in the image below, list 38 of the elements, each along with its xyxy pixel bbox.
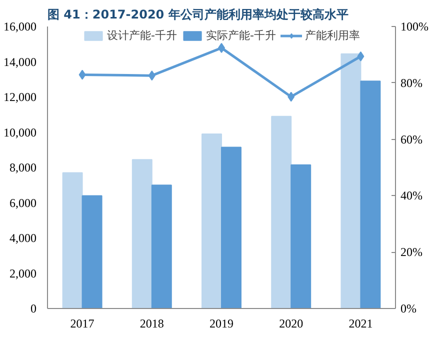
legend-label: 实际产能-千升 <box>206 28 276 43</box>
y-tick-label: 10,000 <box>4 125 36 140</box>
y2-tick-label: 60% <box>400 132 422 146</box>
chart-title: 图 41：2017-2020 年公司产能利用率均处于较高水平 <box>48 8 348 22</box>
legend-label: 产能利用率 <box>304 28 360 43</box>
point <box>288 92 295 102</box>
y-tick-label: 0 <box>30 302 36 316</box>
bar <box>221 146 242 308</box>
y-tick-label: 2,000 <box>10 266 36 280</box>
y-tick-label: 8,000 <box>10 160 36 174</box>
bar <box>290 164 312 308</box>
x-tick-label: 2021 <box>348 316 373 330</box>
y-tick-label: 12,000 <box>4 90 36 104</box>
y-tick-label: 14,000 <box>4 54 36 69</box>
x-tick-label: 2020 <box>279 316 304 330</box>
y-tick-label: 6,000 <box>10 196 36 210</box>
y2-tick-label: 40% <box>400 188 422 203</box>
y2-tick-label: 20% <box>400 245 422 260</box>
bar <box>202 134 222 308</box>
bar <box>82 195 102 308</box>
y-tick-label: 16,000 <box>4 20 36 34</box>
bar <box>340 53 362 308</box>
point <box>148 70 156 81</box>
bar <box>151 184 172 308</box>
point <box>357 51 364 62</box>
x-tick-label: 2018 <box>140 316 164 330</box>
legend-label: 设计产能-千升 <box>107 28 177 43</box>
y-tick-label: 4,000 <box>10 231 36 245</box>
y2-tick-label: 80% <box>400 76 422 90</box>
bar <box>132 159 152 308</box>
y2-tick-label: 0% <box>400 302 416 316</box>
x-tick-label: 2019 <box>210 316 234 330</box>
bar <box>271 116 292 308</box>
y2-tick-label: 100% <box>400 20 428 34</box>
x-tick-label: 2017 <box>70 316 94 330</box>
point <box>78 70 86 80</box>
bar <box>62 172 83 308</box>
bar <box>360 80 381 308</box>
